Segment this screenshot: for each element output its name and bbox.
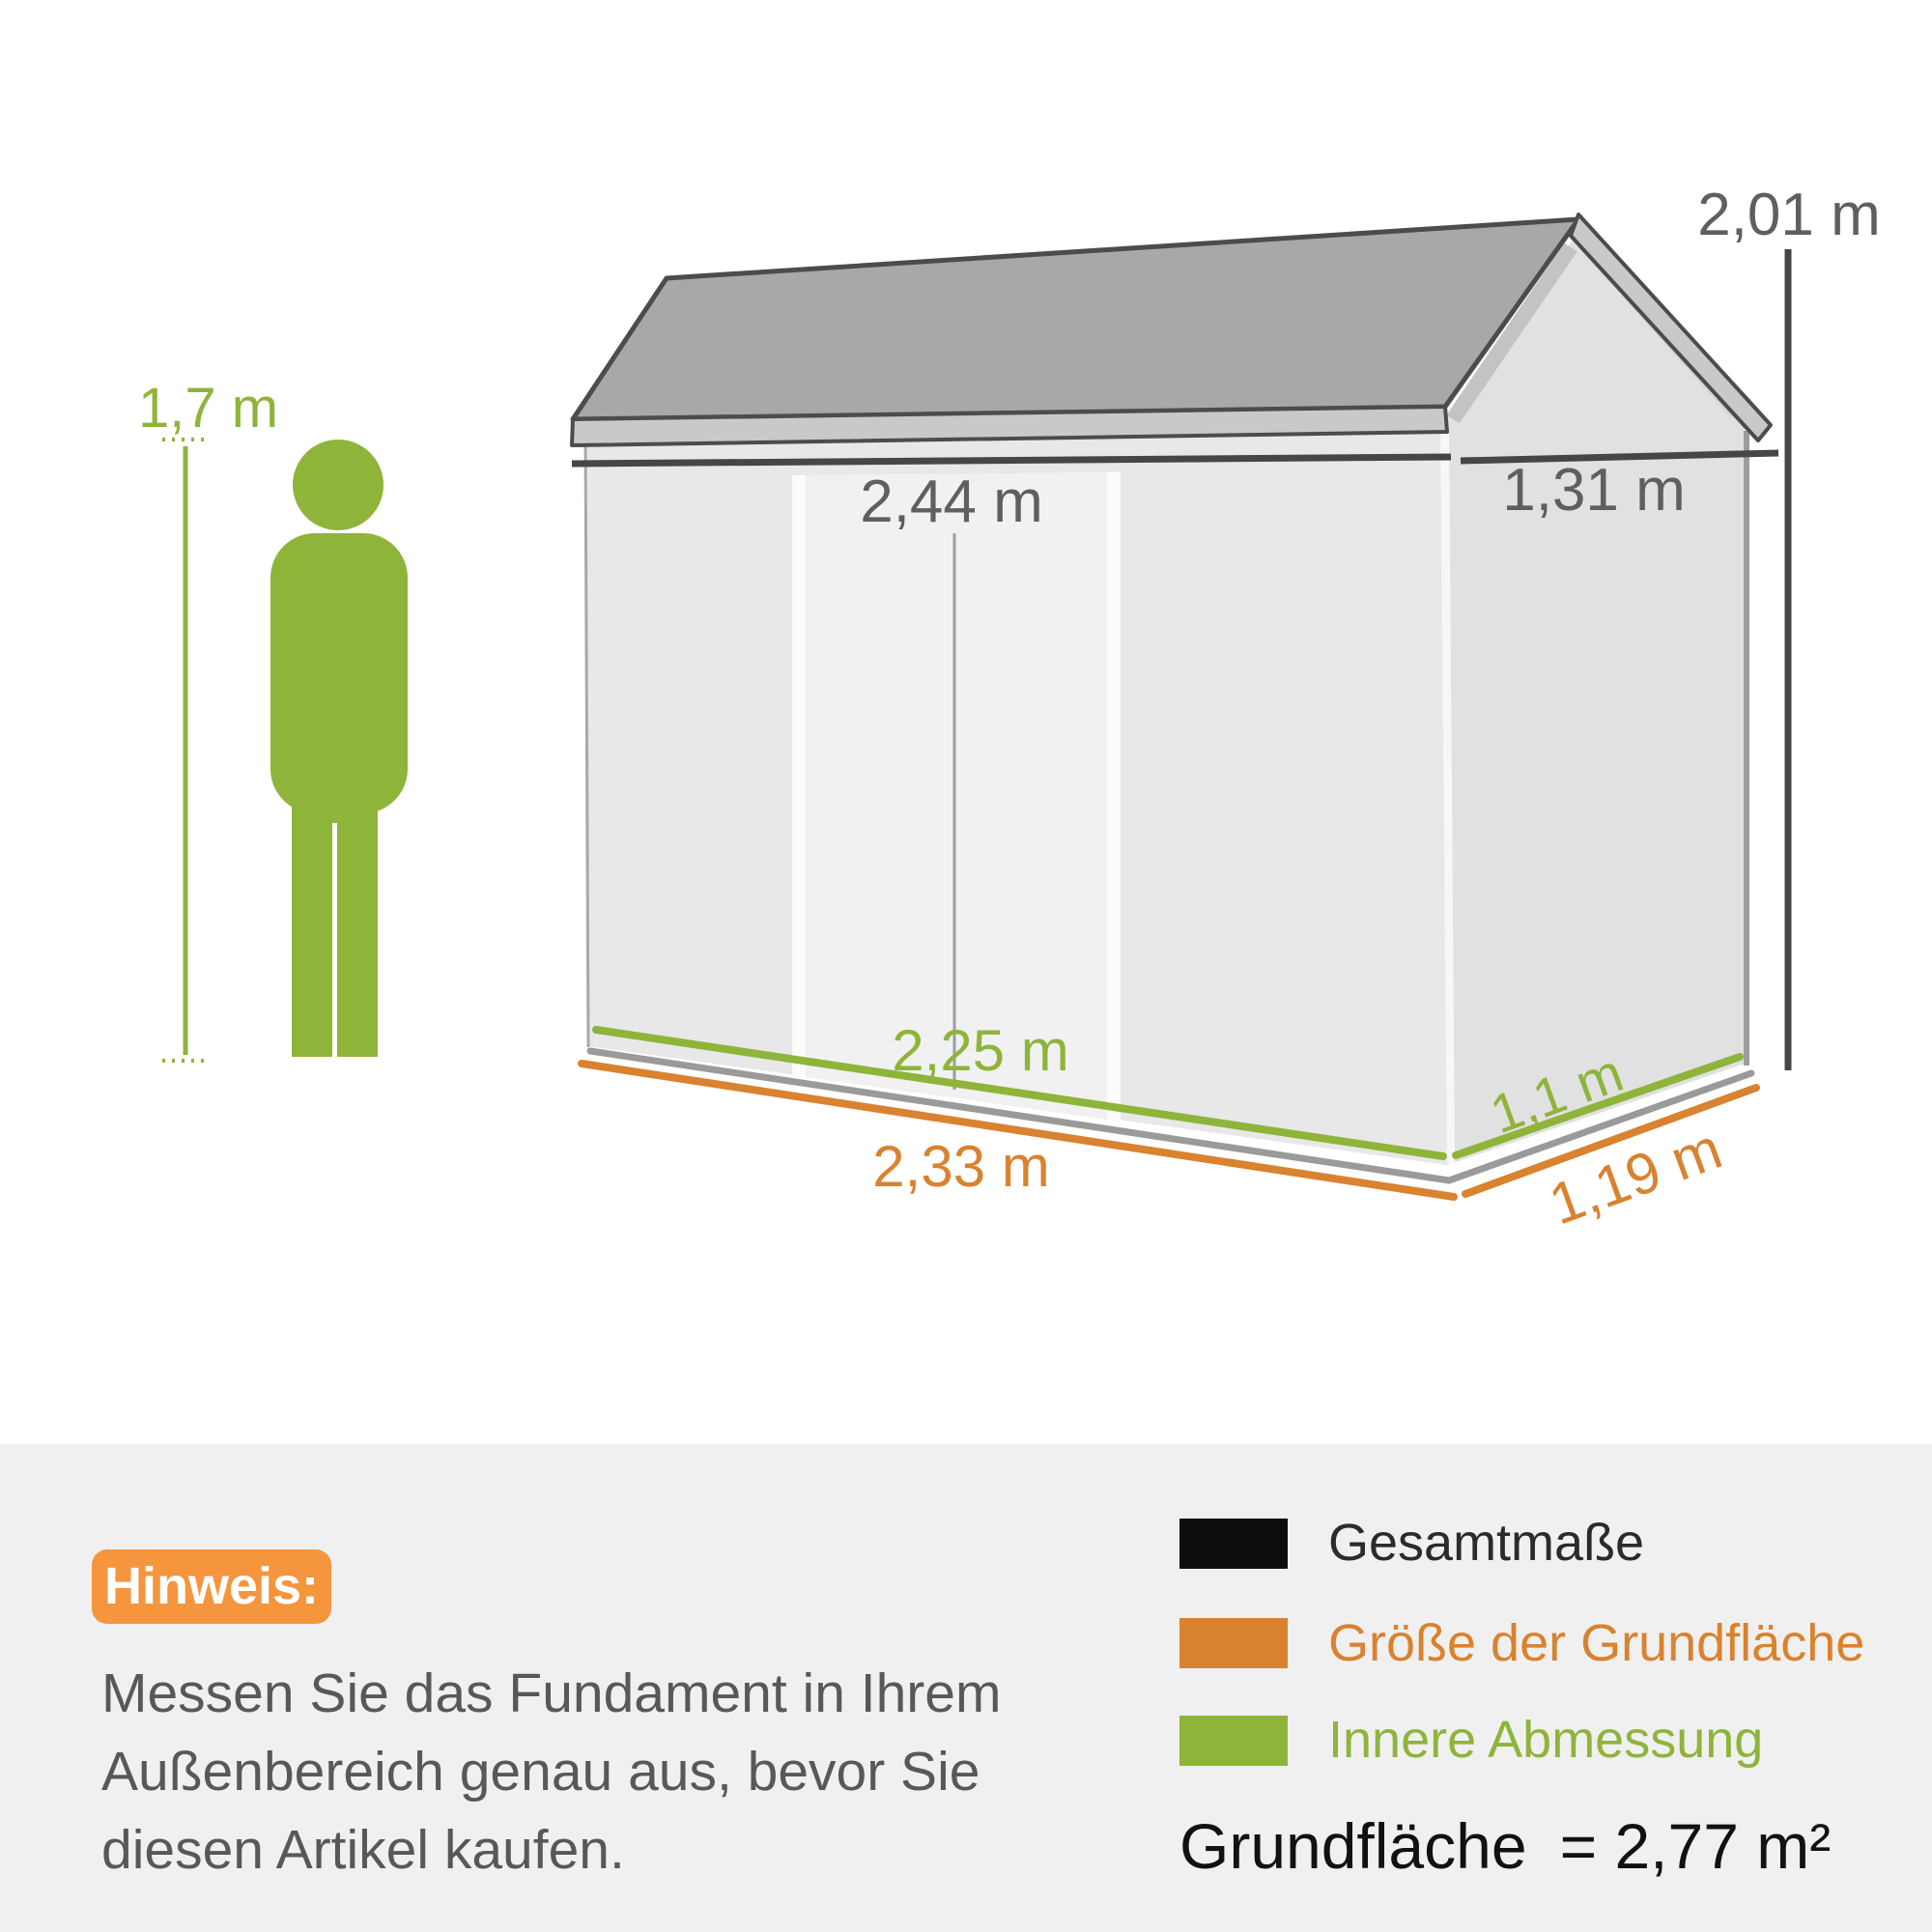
legend-swatch-inner xyxy=(1179,1716,1288,1766)
footprint-width-label: 2,33 m xyxy=(872,1134,1049,1199)
roof-fascia xyxy=(570,405,1449,447)
door-panels xyxy=(806,472,1107,1120)
person-torso xyxy=(270,533,408,813)
person-silhouette xyxy=(270,440,408,1057)
inner-depth-line xyxy=(1452,1053,1744,1159)
person-right-leg xyxy=(337,784,378,1057)
roof-front-slope xyxy=(570,216,1581,422)
person-left-leg xyxy=(292,784,332,1057)
floor-area-result: Grundfläche = 2,77 m² xyxy=(1179,1809,1831,1883)
legend-label-overall: Gesamtmaße xyxy=(1328,1514,1645,1572)
note-badge: Hinweis: xyxy=(92,1549,331,1624)
floor-area-value: = 2,77 m² xyxy=(1559,1810,1832,1882)
person-head xyxy=(293,440,384,530)
person-height-label: 1,7 m xyxy=(138,377,278,440)
shed-dimension-diagram: 1,7 m 2,01 m 2,44 m 1,31 m 2,25 m 2,33 m… xyxy=(138,182,1881,1237)
info-panel: Hinweis: Messen Sie das Fundament in Ihr… xyxy=(0,1444,1932,1932)
gable-shadow-left xyxy=(1446,242,1577,424)
overall-depth-label: 1,31 m xyxy=(1502,457,1686,524)
note-line-2: Außenbereich genau aus, bevor Sie xyxy=(101,1741,980,1803)
shed-front-wall-left-edge xyxy=(583,437,590,1048)
inner-width-line xyxy=(592,1026,1447,1160)
note-line-1: Messen Sie das Fundament in Ihrem xyxy=(101,1662,1002,1724)
overall-width-label: 2,44 m xyxy=(860,469,1043,535)
shed-right-wall xyxy=(1440,232,1745,1165)
legend-label-inner: Innere Abmessung xyxy=(1328,1711,1764,1769)
legend-swatch-overall xyxy=(1179,1519,1288,1569)
width-dimension-line xyxy=(571,453,1452,468)
door-right-frame xyxy=(1107,471,1121,1122)
door-left-frame xyxy=(792,475,806,1077)
floor-area-label: Grundfläche xyxy=(1179,1810,1527,1882)
roof-rear-raking-edge xyxy=(1569,213,1773,442)
footprint-width-line xyxy=(578,1060,1458,1201)
legend-label-footprint: Größe der Grundfläche xyxy=(1328,1614,1865,1672)
inner-width-label: 2,25 m xyxy=(892,1018,1068,1083)
depth-dimension-line xyxy=(1460,449,1779,465)
base-outline xyxy=(586,1047,1755,1184)
legend-swatch-footprint xyxy=(1179,1618,1288,1668)
note-text: Messen Sie das Fundament in Ihrem Außenb… xyxy=(101,1655,1029,1889)
footprint-depth-line xyxy=(1462,1084,1760,1198)
overall-height-label: 2,01 m xyxy=(1697,182,1881,248)
note-line-3: diesen Artikel kaufen. xyxy=(101,1819,625,1881)
